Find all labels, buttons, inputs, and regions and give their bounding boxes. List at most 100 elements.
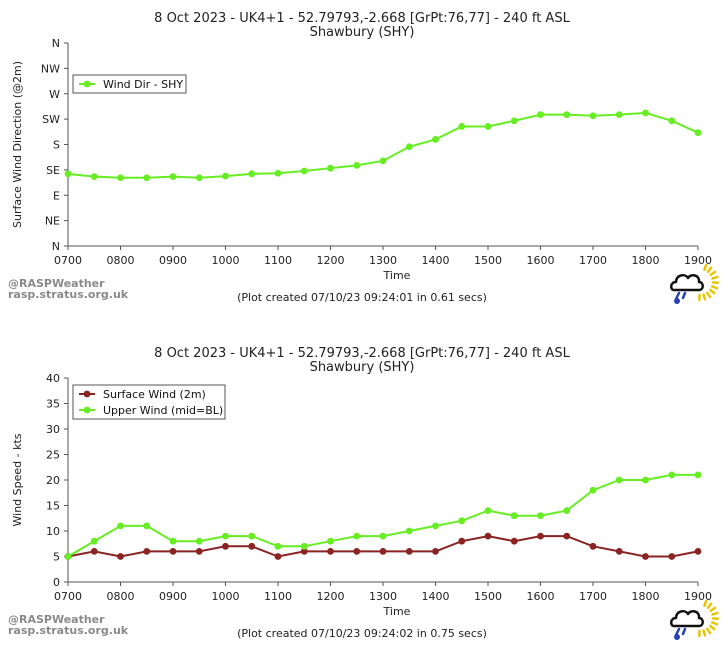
x-tick-label: 0800 xyxy=(107,590,135,603)
x-axis-label: Time xyxy=(383,605,411,618)
x-tick-label: 1300 xyxy=(369,590,397,603)
y-tick-label: W xyxy=(49,88,60,101)
x-tick-label: 1400 xyxy=(422,590,450,603)
credit-handle: @RASPWeather xyxy=(8,613,105,626)
data-point xyxy=(510,512,518,520)
sun-ray-icon xyxy=(709,270,717,276)
x-tick-label: 1100 xyxy=(264,590,292,603)
sun-ray-icon xyxy=(706,291,712,299)
plot-created-note: (Plot created 07/10/23 09:24:02 in 0.75 … xyxy=(237,627,487,640)
data-point xyxy=(222,532,229,540)
legend-label: Surface Wind (2m) xyxy=(103,388,206,401)
data-point xyxy=(694,548,702,555)
y-tick-label: 35 xyxy=(46,398,60,411)
data-point xyxy=(642,553,649,560)
data-point xyxy=(143,548,151,555)
data-point xyxy=(563,532,571,540)
y-tick-label: SE xyxy=(46,164,60,177)
y-tick-label: SW xyxy=(42,113,60,126)
data-point xyxy=(64,553,72,560)
sun-ray-icon xyxy=(702,629,707,637)
x-tick-label: 1000 xyxy=(212,254,240,267)
data-point xyxy=(589,112,597,120)
sun-ray-icon xyxy=(703,263,708,272)
data-point xyxy=(248,532,256,540)
sun-ray-icon xyxy=(709,606,717,612)
data-point xyxy=(274,553,282,560)
data-point xyxy=(484,507,492,514)
data-point xyxy=(563,507,571,514)
data-point xyxy=(510,537,518,545)
rasp-logo-icon xyxy=(670,263,720,304)
data-point xyxy=(668,471,676,479)
data-point xyxy=(615,111,623,119)
data-point xyxy=(668,117,676,125)
data-point xyxy=(405,143,413,151)
data-point xyxy=(169,548,177,555)
x-tick-label: 1800 xyxy=(632,254,660,267)
data-point xyxy=(274,542,282,550)
y-tick-label: E xyxy=(53,189,60,202)
data-point xyxy=(274,169,282,177)
data-point xyxy=(300,167,308,175)
x-tick-label: 1200 xyxy=(317,590,345,603)
y-tick-label: 10 xyxy=(46,525,60,538)
x-tick-label: 1500 xyxy=(474,254,502,267)
data-point xyxy=(615,476,623,484)
sun-ray-icon xyxy=(710,285,719,290)
data-point xyxy=(195,537,203,545)
y-tick-label: 20 xyxy=(46,474,60,487)
x-tick-label: 1900 xyxy=(684,590,712,603)
x-tick-label: 0900 xyxy=(159,254,187,267)
data-point xyxy=(327,537,334,545)
data-point xyxy=(169,537,177,545)
data-point xyxy=(90,173,98,181)
x-tick-label: 0700 xyxy=(54,254,82,267)
legend-swatch-marker xyxy=(83,80,91,88)
data-point xyxy=(615,548,623,555)
data-point xyxy=(668,553,676,560)
legend-box xyxy=(72,74,187,94)
sun-ray-icon xyxy=(711,611,719,616)
data-point xyxy=(353,532,361,540)
data-point xyxy=(327,164,334,172)
data-point xyxy=(405,527,413,535)
data-point xyxy=(458,517,466,525)
data-point xyxy=(642,476,649,484)
x-tick-label: 0900 xyxy=(159,590,187,603)
raindrop-icon xyxy=(674,634,680,640)
credit-site: rasp.stratus.org.uk xyxy=(8,288,129,301)
data-point xyxy=(432,136,439,143)
x-tick-label: 1500 xyxy=(474,590,502,603)
data-point xyxy=(300,548,308,555)
x-tick-label: 1700 xyxy=(579,590,607,603)
y-tick-label: 0 xyxy=(53,576,60,589)
data-point xyxy=(379,157,387,165)
data-point xyxy=(642,109,649,117)
data-point xyxy=(353,548,361,555)
raindrop-icon xyxy=(674,298,680,304)
data-point xyxy=(589,542,597,550)
data-point xyxy=(432,522,439,530)
data-point xyxy=(327,548,334,555)
data-point xyxy=(117,522,124,530)
y-axis-label: Surface Wind Direction (@2m) xyxy=(11,61,24,228)
data-point xyxy=(143,522,151,530)
chart-title: 8 Oct 2023 - UK4+1 - 52.79793,-2.668 [Gr… xyxy=(154,346,570,361)
legend-swatch-marker xyxy=(83,390,91,398)
sun-ray-icon xyxy=(703,599,708,608)
cloud-icon xyxy=(670,609,704,628)
data-point xyxy=(405,548,413,555)
data-point xyxy=(169,173,177,181)
data-point xyxy=(484,123,492,130)
data-point xyxy=(300,542,308,550)
sun-ray-icon xyxy=(706,266,713,274)
x-tick-label: 1600 xyxy=(527,590,555,603)
y-tick-label: 15 xyxy=(46,500,60,513)
rain-icon xyxy=(674,291,687,301)
x-tick-label: 0700 xyxy=(54,590,82,603)
data-point xyxy=(90,537,98,545)
rain-icon xyxy=(674,627,687,637)
x-tick-label: 1200 xyxy=(317,254,345,267)
legend-label: Upper Wind (mid=BL) xyxy=(103,404,223,417)
